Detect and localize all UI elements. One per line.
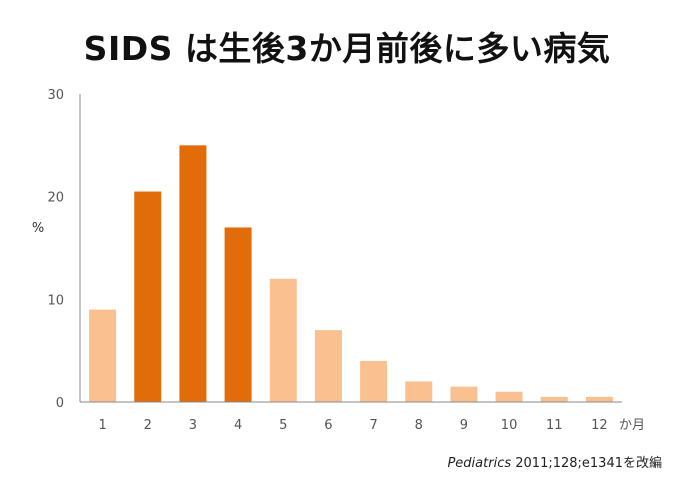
y-tick-label: 20 xyxy=(47,191,64,206)
bar-month-11 xyxy=(540,396,568,402)
source-journal: Pediatrics xyxy=(447,456,512,471)
x-tick-label: 4 xyxy=(234,418,242,433)
x-axis-unit: か月 xyxy=(619,418,645,433)
bar-month-6 xyxy=(314,330,342,402)
bar-month-9 xyxy=(450,386,478,402)
bar-month-5 xyxy=(269,278,297,402)
x-tick-label: 6 xyxy=(324,418,332,433)
bars xyxy=(89,145,613,403)
y-tick-label: 30 xyxy=(47,88,64,103)
bar-month-12 xyxy=(585,396,613,402)
x-tick-label: 3 xyxy=(189,418,197,433)
y-axis: 0 10 20 30% xyxy=(32,88,81,411)
x-tick-label: 2 xyxy=(144,418,152,433)
source-citation: Pediatrics 2011;128;e1341を改編 xyxy=(447,452,662,471)
y-axis-title: % xyxy=(32,221,44,236)
y-tick-label: 0 xyxy=(56,396,64,411)
bar-month-10 xyxy=(495,391,523,402)
bar-month-3 xyxy=(179,145,207,403)
x-tick-label: 11 xyxy=(546,418,563,433)
bar-month-1 xyxy=(89,309,117,402)
bar-month-4 xyxy=(224,227,252,402)
bar-month-8 xyxy=(405,381,433,402)
x-tick-label: 5 xyxy=(279,418,287,433)
bar-month-7 xyxy=(360,360,388,402)
x-tick-label: 12 xyxy=(591,418,608,433)
y-tick-label: 10 xyxy=(47,293,64,308)
bar-month-2 xyxy=(134,191,162,402)
source-reference: 2011;128;e1341を改編 xyxy=(511,456,662,471)
x-tick-label: 9 xyxy=(460,418,468,433)
x-tick-label: 1 xyxy=(98,418,106,433)
x-axis: 1 2 3 4 5 6 7 8 9 10 11 12 か月 xyxy=(80,401,645,433)
x-tick-label: 8 xyxy=(415,418,423,433)
x-tick-label: 7 xyxy=(369,418,377,433)
chart-title: SIDS は生後3か月前後に多い病気 xyxy=(83,29,611,68)
x-tick-label: 10 xyxy=(501,418,518,433)
